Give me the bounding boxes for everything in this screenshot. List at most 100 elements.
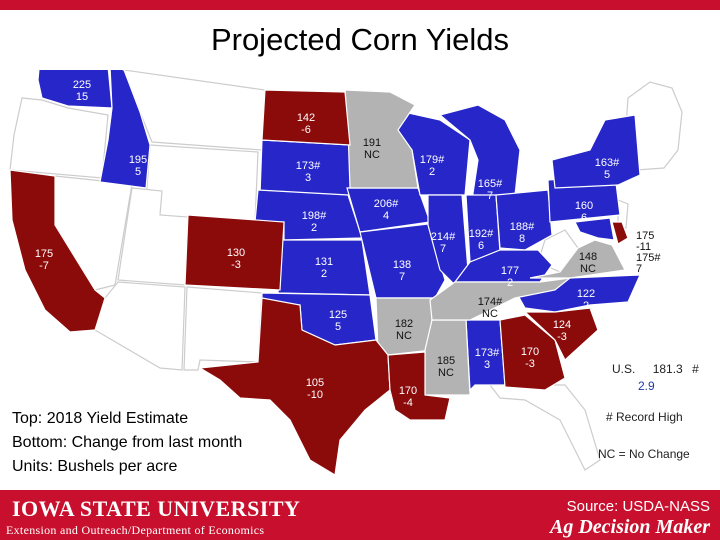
co-change: -3 <box>231 259 241 271</box>
state-missouri <box>359 223 446 299</box>
brand-text: Ag Decision Maker <box>550 516 710 538</box>
us-change: 2.9 <box>638 379 655 393</box>
state-florida <box>488 384 601 471</box>
svg-text:192#6: 192# 6 <box>469 228 494 252</box>
no-change-note: NC = No Change <box>598 447 690 461</box>
us-value: 181.3 <box>652 362 683 376</box>
id-change: 5 <box>135 166 141 178</box>
ny-yield: 163# <box>595 157 620 169</box>
svg-text:174#NC: 174# NC <box>478 296 503 320</box>
tx-change: -10 <box>307 389 323 401</box>
us-map: 225 15 195 5 175 -7 130 -3 142 -6 173# 3 198# 2… <box>9 70 683 476</box>
state-texas <box>198 297 391 476</box>
ok-change: 5 <box>335 321 341 333</box>
svg-text:124-3: 124 -3 <box>553 319 571 343</box>
md-yield: 175# <box>636 252 661 264</box>
va-yield: 148 <box>579 251 597 263</box>
svg-text:170-4: 170 -4 <box>399 385 417 409</box>
state-tennessee <box>429 277 573 321</box>
wa-change: 15 <box>76 91 88 103</box>
department-text: Extension and Outreach/Department of Eco… <box>6 523 265 537</box>
il-yield: 214# <box>431 231 456 243</box>
record-high-note: # Record High <box>606 410 683 424</box>
ms-yield: 185 <box>437 355 455 367</box>
state-ohio <box>495 189 553 251</box>
tn-change: NC <box>482 308 498 320</box>
svg-text:214#7: 214# 7 <box>431 231 456 255</box>
state-california <box>9 169 106 333</box>
mn-yield: 191 <box>363 137 381 149</box>
co-yield: 130 <box>227 247 245 259</box>
ks-change: 2 <box>321 268 327 280</box>
state-oregon <box>9 97 109 179</box>
in-yield: 192# <box>469 228 494 240</box>
il-change: 7 <box>440 243 446 255</box>
ne-yield: 198# <box>302 210 327 222</box>
university-logo-text: IOWA STATE UNIVERSITY <box>12 496 301 521</box>
ga-change: -3 <box>525 358 535 370</box>
in-change: 6 <box>478 240 484 252</box>
de-yield: 175 <box>636 230 654 242</box>
state-colorado <box>184 214 285 291</box>
ar-yield: 182 <box>395 318 413 330</box>
al-change: 3 <box>484 359 490 371</box>
nc-change: 2 <box>583 300 589 312</box>
state-virginia <box>529 239 626 279</box>
wi-yield: 179# <box>420 154 445 166</box>
mi-change: 7 <box>487 190 493 202</box>
mo-yield: 138 <box>393 259 411 271</box>
id-yield: 195 <box>129 154 147 166</box>
legend-units-line: Units: Bushels per acre <box>12 458 178 475</box>
ca-change: -7 <box>39 260 49 272</box>
legend-top-line: Top: 2018 Yield Estimate <box>12 410 189 427</box>
va-change: NC <box>580 263 596 275</box>
nd-change: -6 <box>301 124 311 136</box>
ky-change: 2 <box>507 277 513 289</box>
svg-text:188#8: 188# 8 <box>510 221 535 245</box>
svg-text:173#3: 173# 3 <box>296 160 321 184</box>
state-wyoming <box>144 144 259 223</box>
mi-yield: 165# <box>478 178 503 190</box>
mn-change: NC <box>364 149 380 161</box>
ny-change: 5 <box>604 169 610 181</box>
source-text: Source: USDA-NASS <box>566 498 710 515</box>
map-legend: Top: 2018 Yield Estimate Bottom: Change … <box>12 407 242 479</box>
ia-change: 4 <box>383 210 389 222</box>
ok-yield: 125 <box>329 309 347 321</box>
state-georgia <box>499 314 566 391</box>
svg-text:206#4: 206# 4 <box>374 198 399 222</box>
sd-change: 3 <box>305 172 311 184</box>
ar-change: NC <box>396 330 412 342</box>
footer-bar: IOWA STATE UNIVERSITY Extension and Outr… <box>0 490 720 540</box>
ne-change: 2 <box>311 222 317 234</box>
tn-yield: 174# <box>478 296 503 308</box>
svg-text:163#5: 163# 5 <box>595 157 620 181</box>
state-louisiana <box>387 351 451 421</box>
pa-change: 6 <box>581 212 587 224</box>
ca-yield: 175 <box>35 248 53 260</box>
state-north-dakota <box>261 89 351 146</box>
tx-yield: 105 <box>306 377 324 389</box>
svg-text:170-3: 170 -3 <box>521 346 539 370</box>
us-label: U.S. <box>612 362 636 376</box>
state-arizona <box>94 281 186 371</box>
de-change: -11 <box>636 241 651 253</box>
oh-yield: 188# <box>510 221 535 233</box>
legend-bottom-line: Bottom: Change from last month <box>12 434 243 451</box>
nd-yield: 142 <box>297 112 315 124</box>
ms-change: NC <box>438 367 454 379</box>
page-title: Projected Corn Yields <box>210 22 510 57</box>
svg-text:173#3: 173# 3 <box>475 347 500 371</box>
svg-text:198#2: 198# 2 <box>302 210 327 234</box>
nc-yield: 122 <box>577 288 595 300</box>
ga-yield: 170 <box>521 346 539 358</box>
